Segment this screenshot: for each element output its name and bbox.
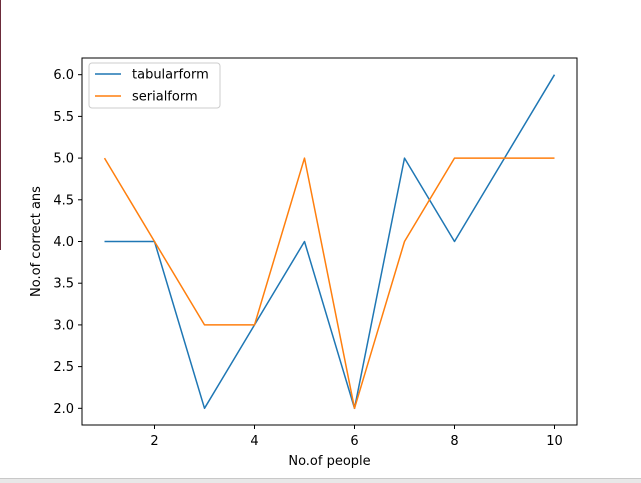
y-tick-label: 4.5 — [53, 193, 74, 208]
y-tick-label: 6.0 — [53, 68, 74, 83]
y-axis-label: No.of correct ans — [29, 186, 44, 297]
x-axis-label: No.of people — [288, 454, 370, 469]
x-tick-label: 4 — [250, 434, 258, 449]
y-tick-label: 4.0 — [53, 235, 74, 250]
y-tick-label: 3.5 — [53, 277, 74, 292]
legend-box — [88, 62, 221, 109]
series-line-tabularform — [104, 74, 556, 410]
y-tick-label: 5.0 — [53, 152, 74, 167]
x-tick-label: 2 — [150, 434, 158, 449]
x-tick-label: 6 — [350, 434, 358, 449]
y-tick-label: 5.5 — [53, 110, 74, 125]
legend: tabularform serialform — [88, 62, 221, 109]
window-edge — [0, 0, 1, 250]
y-axis-ticks: 2.0 2.5 3.0 3.5 4.0 4.5 5.0 5.5 6.0 — [53, 68, 82, 417]
y-tick-label: 2.0 — [53, 402, 74, 417]
plot-area-frame — [81, 57, 578, 426]
y-tick-label: 3.0 — [53, 318, 74, 333]
x-tick-label: 10 — [546, 434, 563, 449]
y-tick-label: 2.5 — [53, 360, 74, 375]
x-axis-ticks: 2 4 6 8 10 — [150, 425, 563, 449]
legend-label-tabularform: tabularform — [132, 68, 209, 83]
x-tick-label: 8 — [450, 434, 458, 449]
legend-label-serialform: serialform — [132, 90, 198, 105]
status-strip — [0, 478, 641, 483]
series-line-serialform — [103, 157, 555, 410]
series-layer — [103, 74, 556, 410]
